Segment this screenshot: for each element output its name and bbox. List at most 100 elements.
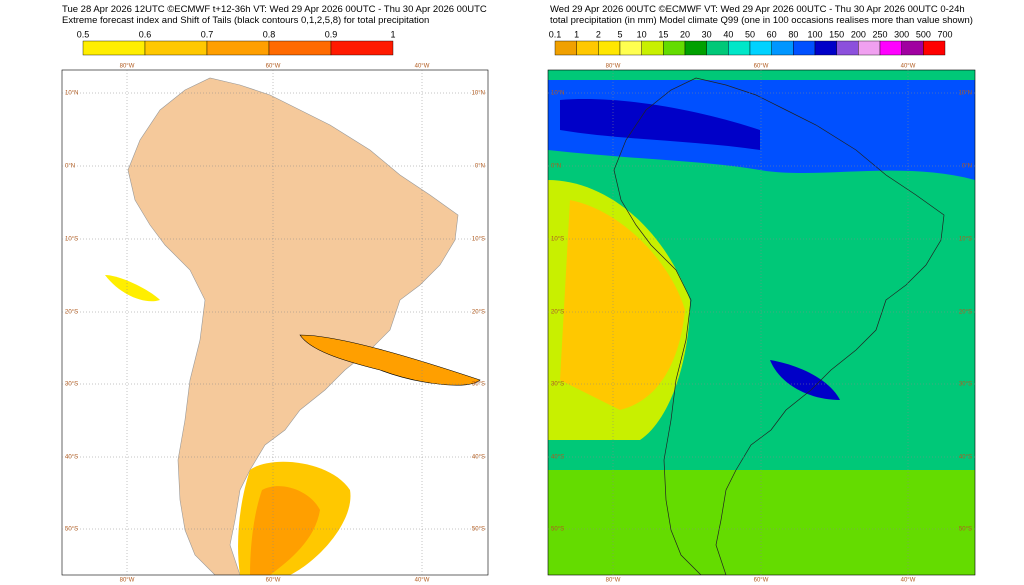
colorbar-label: 0.5 xyxy=(77,29,90,39)
colorbar-label: 0.6 xyxy=(139,29,152,39)
colorbar-label: 0.8 xyxy=(263,29,276,39)
lat-label: 20°S xyxy=(959,310,972,316)
colorbar-label: 0.7 xyxy=(201,29,214,39)
lat-label: 10°S xyxy=(65,237,78,243)
colorbar-cell xyxy=(82,40,146,56)
left-map xyxy=(62,70,488,575)
lat-label: 40°S xyxy=(472,455,485,461)
colorbar-cell xyxy=(663,40,686,56)
lat-label: 50°S xyxy=(65,527,78,533)
colorbar-label: 250 xyxy=(872,29,887,39)
colorbar-cell xyxy=(728,40,751,56)
colorbar-label: 2 xyxy=(596,29,601,39)
colorbar-label: 20 xyxy=(680,29,690,39)
precip-field xyxy=(548,470,975,575)
colorbar-label: 5 xyxy=(617,29,622,39)
precip-field xyxy=(560,99,760,150)
lat-label: 50°S xyxy=(551,527,564,533)
lat-label: 10°S xyxy=(472,237,485,243)
lat-label: 30°S xyxy=(65,382,78,388)
colorbar-label: 1 xyxy=(390,29,395,39)
lon-label: 80°W xyxy=(606,64,621,70)
colorbar-cell xyxy=(771,40,794,56)
lon-label: 40°W xyxy=(901,578,916,584)
colorbar-label: 30 xyxy=(702,29,712,39)
colorbar-cell xyxy=(901,40,924,56)
header-line: Wed 29 Apr 2026 00UTC ©ECMWF VT: Wed 29 … xyxy=(550,4,965,15)
colorbar-cell xyxy=(749,40,772,56)
colorbar-cell xyxy=(858,40,881,56)
lon-label: 60°W xyxy=(266,578,281,584)
map-frame xyxy=(61,69,489,576)
lat-label: 10°S xyxy=(551,237,564,243)
colorbar-label: 300 xyxy=(894,29,909,39)
colorbar-label: 0.1 xyxy=(549,29,562,39)
lat-label: 10°N xyxy=(959,91,972,97)
lon-label: 80°W xyxy=(120,578,135,584)
colorbar-cell xyxy=(144,40,208,56)
colorbar-label: 500 xyxy=(916,29,931,39)
map-frame xyxy=(547,69,976,576)
lat-label: 50°S xyxy=(959,527,972,533)
lon-label: 60°W xyxy=(266,64,281,70)
lat-label: 40°S xyxy=(551,455,564,461)
right-map xyxy=(548,70,975,575)
efi-area xyxy=(299,334,481,386)
lat-label: 0°N xyxy=(962,164,972,170)
colorbar-label: 60 xyxy=(767,29,777,39)
graticule xyxy=(62,70,975,575)
colorbar-cell xyxy=(268,40,332,56)
colorbar-label: 100 xyxy=(807,29,822,39)
lat-label: 40°S xyxy=(959,455,972,461)
lat-label: 30°S xyxy=(959,382,972,388)
lon-label: 60°W xyxy=(754,578,769,584)
colorbar-cell xyxy=(206,40,270,56)
colorbar-label: 80 xyxy=(788,29,798,39)
colorbar-label: 10 xyxy=(637,29,647,39)
lat-label: 0°N xyxy=(551,164,561,170)
colorbar-cell xyxy=(330,40,394,56)
colorbar-label: 0.9 xyxy=(325,29,338,39)
colorbar-cell xyxy=(576,40,599,56)
colorbar-cell xyxy=(598,40,621,56)
lon-label: 60°W xyxy=(754,64,769,70)
header-line: Tue 28 Apr 2026 12UTC ©ECMWF t+12-36h VT… xyxy=(62,4,487,15)
colorbar-cell xyxy=(641,40,664,56)
lat-label: 10°N xyxy=(65,91,78,97)
lat-label: 20°S xyxy=(65,310,78,316)
lat-label: 10°N xyxy=(551,91,564,97)
header-line: total precipitation (in mm) Model climat… xyxy=(550,15,973,26)
colorbar-cell xyxy=(706,40,729,56)
colorbar-cell xyxy=(554,40,577,56)
colorbar-cell xyxy=(923,40,946,56)
lat-label: 0°N xyxy=(475,164,485,170)
lat-label: 40°S xyxy=(65,455,78,461)
colorbar-label: 700 xyxy=(937,29,952,39)
header-line: Extreme forecast index and Shift of Tail… xyxy=(62,15,429,26)
lon-label: 80°W xyxy=(606,578,621,584)
lat-label: 50°S xyxy=(472,527,485,533)
lon-label: 40°W xyxy=(415,64,430,70)
colorbar-label: 15 xyxy=(658,29,668,39)
efi-area xyxy=(105,275,160,302)
efi-area xyxy=(250,486,320,575)
lat-label: 10°S xyxy=(959,237,972,243)
colorbar-label: 150 xyxy=(829,29,844,39)
lat-label: 30°S xyxy=(551,382,564,388)
lat-label: 10°N xyxy=(472,91,485,97)
colorbar-cell xyxy=(879,40,902,56)
lon-label: 40°W xyxy=(415,578,430,584)
colorbar-label: 40 xyxy=(723,29,733,39)
colorbar-cell xyxy=(836,40,859,56)
lat-label: 20°S xyxy=(472,310,485,316)
lat-label: 20°S xyxy=(551,310,564,316)
lon-label: 80°W xyxy=(120,64,135,70)
lat-label: 30°S xyxy=(472,382,485,388)
colorbar-label: 50 xyxy=(745,29,755,39)
precip-field xyxy=(560,200,685,410)
colorbar-label: 200 xyxy=(851,29,866,39)
colorbar-cell xyxy=(619,40,642,56)
lon-label: 40°W xyxy=(901,64,916,70)
